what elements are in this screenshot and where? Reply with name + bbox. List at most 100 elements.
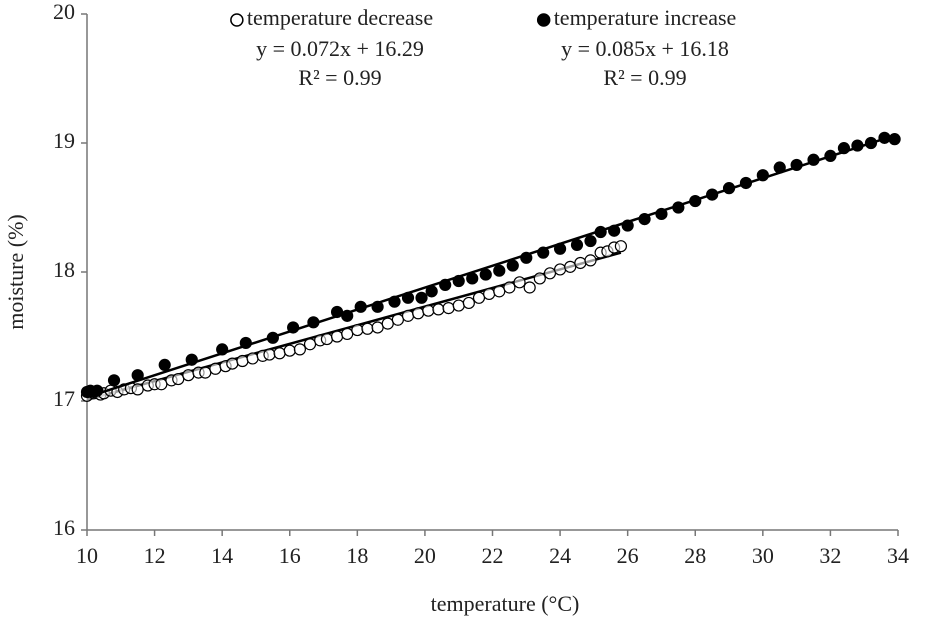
x-tick-label: 12	[144, 543, 166, 568]
x-tick-label: 34	[887, 543, 909, 568]
data-point	[584, 234, 597, 248]
data-point	[432, 303, 445, 316]
x-tick-label: 14	[211, 543, 233, 568]
trend-equation: y = 0.072x + 16.29	[256, 36, 424, 61]
x-tick-label: 10	[76, 543, 98, 568]
data-point	[182, 369, 195, 382]
data-point	[493, 264, 506, 277]
data-point	[483, 287, 496, 301]
trend-equation: y = 0.085x + 16.18	[561, 36, 729, 61]
data-point	[466, 272, 479, 285]
data-point	[689, 194, 702, 208]
data-point	[574, 256, 587, 270]
data-point	[614, 240, 628, 253]
trend-line	[86, 135, 892, 399]
data-point	[706, 188, 719, 201]
data-point	[513, 276, 526, 289]
data-point	[621, 219, 634, 232]
y-tick-label: 17	[53, 386, 75, 411]
data-point	[330, 305, 344, 319]
data-point	[523, 281, 536, 294]
data-point	[425, 285, 438, 298]
data-point	[807, 153, 820, 166]
x-tick-label: 24	[549, 543, 571, 568]
data-point	[439, 278, 452, 291]
x-tick-label: 20	[414, 543, 436, 568]
data-point	[553, 263, 567, 276]
data-point	[452, 299, 465, 312]
data-point	[330, 330, 344, 343]
data-point	[837, 142, 851, 155]
data-point	[391, 313, 404, 326]
data-point	[506, 259, 519, 272]
data-point	[107, 374, 121, 387]
data-point	[246, 352, 259, 365]
x-axis-label: temperature (°C)	[431, 591, 580, 616]
data-point	[155, 378, 168, 391]
data-point	[638, 213, 651, 226]
data-point	[361, 322, 374, 335]
x-tick-label: 30	[752, 543, 774, 568]
x-tick-label: 16	[279, 543, 301, 568]
data-point	[341, 327, 354, 341]
data-point	[415, 291, 428, 304]
data-point	[533, 272, 546, 285]
legend-label: temperature decrease	[247, 5, 433, 30]
data-point	[131, 383, 144, 396]
data-point	[564, 260, 577, 273]
data-point	[878, 131, 891, 144]
data-point	[341, 309, 354, 322]
data-point	[388, 295, 401, 308]
data-point	[401, 291, 415, 304]
data-point	[773, 161, 786, 174]
data-point	[158, 358, 171, 371]
data-point	[594, 225, 607, 239]
data-point	[412, 307, 425, 320]
data-point	[354, 300, 367, 313]
data-point	[91, 384, 104, 397]
data-point	[216, 343, 229, 356]
x-tick-label: 28	[684, 543, 706, 568]
data-point	[401, 309, 415, 322]
data-point	[303, 338, 317, 351]
data-point	[888, 133, 901, 146]
trend-r2: R² = 0.99	[298, 65, 381, 90]
data-point	[824, 149, 837, 162]
data-point	[864, 136, 878, 150]
data-point	[520, 251, 533, 264]
data-point	[273, 347, 286, 360]
data-point	[739, 176, 753, 190]
data-point	[371, 300, 384, 313]
data-point	[503, 281, 516, 294]
y-axis-label: moisture (%)	[3, 214, 28, 329]
y-tick-label: 16	[53, 515, 75, 540]
data-point	[672, 201, 685, 214]
data-point	[226, 357, 239, 370]
x-tick-label: 22	[482, 543, 504, 568]
data-point	[584, 254, 597, 267]
x-tick-label: 18	[346, 543, 368, 568]
trend-r2: R² = 0.99	[603, 65, 686, 90]
x-tick-label: 26	[617, 543, 639, 568]
data-point	[131, 369, 144, 382]
y-tick-label: 18	[53, 257, 75, 282]
data-point	[293, 343, 306, 356]
data-point	[236, 354, 249, 368]
data-point	[655, 207, 668, 221]
data-point	[199, 366, 212, 379]
data-point	[543, 267, 557, 280]
data-point	[472, 291, 486, 304]
data-point	[493, 285, 506, 298]
data-point	[553, 242, 567, 255]
data-point	[756, 169, 769, 182]
data-point	[381, 317, 394, 330]
data-point	[351, 323, 364, 337]
data-point	[608, 224, 621, 237]
y-tick-label: 20	[53, 0, 75, 24]
data-point	[263, 348, 276, 361]
data-point	[537, 246, 550, 259]
data-point	[283, 344, 296, 357]
data-point	[452, 274, 465, 288]
data-point	[851, 139, 864, 152]
